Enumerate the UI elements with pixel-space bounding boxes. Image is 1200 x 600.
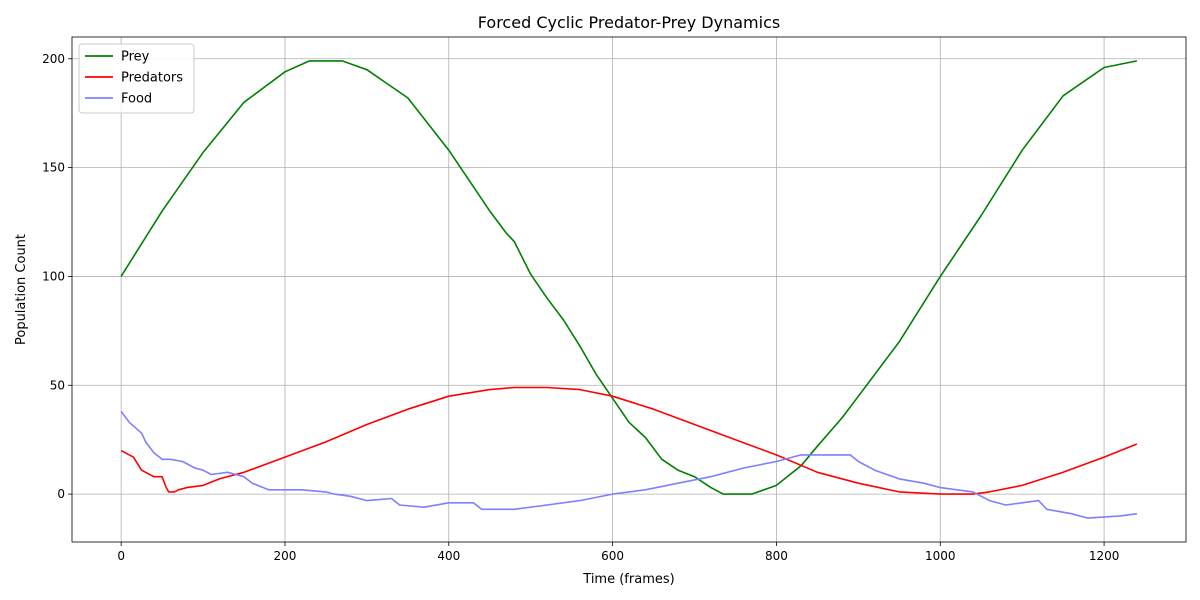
series-lines xyxy=(120,60,1138,519)
y-tick-label: 50 xyxy=(50,378,65,392)
x-tick-label: 800 xyxy=(765,549,788,563)
x-tick-label: 0 xyxy=(117,549,125,563)
legend-box xyxy=(78,43,195,114)
axis-ticks: 0 200 400 600 800 1000 1200 0 50 100 150 200 xyxy=(42,52,1119,563)
x-tick-label: 1200 xyxy=(1089,549,1120,563)
series-line-food xyxy=(120,410,1138,519)
series-line-prey xyxy=(120,60,1138,495)
x-axis-label: Time (frames) xyxy=(582,572,674,587)
chart-title: Forced Cyclic Predator-Prey Dynamics xyxy=(478,13,780,32)
plot-frame xyxy=(71,36,1187,543)
x-tick-label: 200 xyxy=(274,549,297,563)
x-tick-label: 400 xyxy=(437,549,460,563)
series-line-predators xyxy=(120,386,1138,495)
legend-label: Prey xyxy=(121,50,150,65)
x-tick-label: 1000 xyxy=(925,549,956,563)
legend: Prey Predators Food xyxy=(78,43,195,114)
y-tick-label: 150 xyxy=(42,161,65,175)
x-tick-label: 600 xyxy=(601,549,624,563)
y-tick-label: 200 xyxy=(42,52,65,66)
y-tick-label: 100 xyxy=(42,269,65,283)
grid-lines xyxy=(72,37,1186,542)
y-tick-label: 0 xyxy=(57,487,65,501)
legend-label: Predators xyxy=(121,71,183,86)
y-axis-label: Population Count xyxy=(14,234,29,345)
legend-label: Food xyxy=(121,92,152,107)
